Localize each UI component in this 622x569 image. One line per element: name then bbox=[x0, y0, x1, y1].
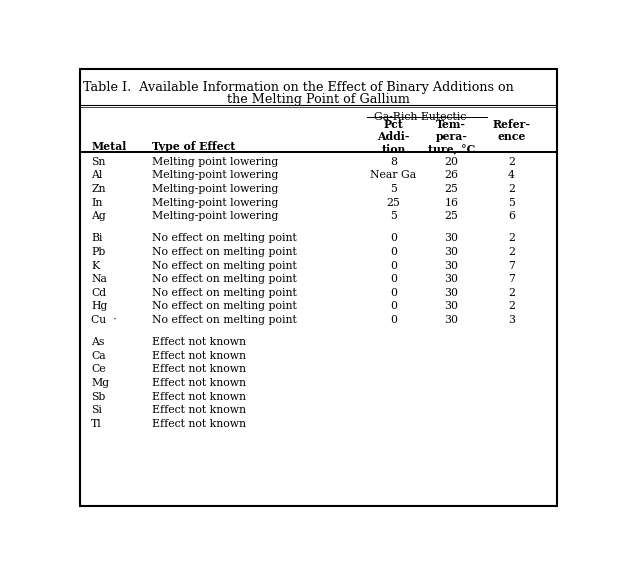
Text: 5: 5 bbox=[390, 211, 397, 221]
Text: 20: 20 bbox=[444, 157, 458, 167]
Text: Hg: Hg bbox=[91, 302, 108, 311]
Text: Type of Effect: Type of Effect bbox=[152, 141, 236, 151]
Text: Al: Al bbox=[91, 170, 103, 180]
Text: Effect not known: Effect not known bbox=[152, 337, 246, 347]
Text: 26: 26 bbox=[444, 170, 458, 180]
Text: Melting-point lowering: Melting-point lowering bbox=[152, 170, 279, 180]
Text: Effect not known: Effect not known bbox=[152, 351, 246, 361]
Text: 2: 2 bbox=[508, 184, 515, 194]
Text: 30: 30 bbox=[444, 302, 458, 311]
Text: 0: 0 bbox=[390, 274, 397, 284]
Text: 25: 25 bbox=[386, 197, 401, 208]
Text: Refer-
ence: Refer- ence bbox=[493, 119, 531, 142]
Text: 30: 30 bbox=[444, 247, 458, 257]
Text: Melting-point lowering: Melting-point lowering bbox=[152, 211, 279, 221]
Text: 8: 8 bbox=[390, 157, 397, 167]
Text: Near Ga: Near Ga bbox=[371, 170, 417, 180]
Text: Tem-
pera-
ture, °C: Tem- pera- ture, °C bbox=[428, 119, 475, 155]
Text: Effect not known: Effect not known bbox=[152, 365, 246, 374]
Text: Table I.  Available Information on the Effect of Binary Additions on: Table I. Available Information on the Ef… bbox=[83, 81, 513, 94]
Text: In: In bbox=[91, 197, 103, 208]
Text: 3: 3 bbox=[508, 315, 515, 325]
Text: No effect on melting point: No effect on melting point bbox=[152, 288, 297, 298]
Text: No effect on melting point: No effect on melting point bbox=[152, 315, 297, 325]
Text: 16: 16 bbox=[444, 197, 458, 208]
Text: Mg: Mg bbox=[91, 378, 109, 388]
Text: Na: Na bbox=[91, 274, 107, 284]
Text: Cd: Cd bbox=[91, 288, 106, 298]
Text: Zn: Zn bbox=[91, 184, 106, 194]
Text: Melting-point lowering: Melting-point lowering bbox=[152, 197, 279, 208]
Text: 0: 0 bbox=[390, 315, 397, 325]
Text: Bi: Bi bbox=[91, 233, 103, 244]
Text: 2: 2 bbox=[508, 157, 515, 167]
Text: Pct
Addi-
tion: Pct Addi- tion bbox=[377, 119, 410, 155]
Text: 2: 2 bbox=[508, 288, 515, 298]
Text: Effect not known: Effect not known bbox=[152, 405, 246, 415]
Text: 25: 25 bbox=[444, 184, 458, 194]
Text: K: K bbox=[91, 261, 100, 271]
Text: 0: 0 bbox=[390, 233, 397, 244]
Text: 5: 5 bbox=[390, 184, 397, 194]
Text: 2: 2 bbox=[508, 247, 515, 257]
Text: Ca: Ca bbox=[91, 351, 106, 361]
Text: Ga-Rich Eutectic: Ga-Rich Eutectic bbox=[374, 112, 466, 122]
Text: 4: 4 bbox=[508, 170, 515, 180]
Text: Melting point lowering: Melting point lowering bbox=[152, 157, 279, 167]
Text: Ag: Ag bbox=[91, 211, 106, 221]
Text: 0: 0 bbox=[390, 302, 397, 311]
Text: No effect on melting point: No effect on melting point bbox=[152, 261, 297, 271]
Text: 0: 0 bbox=[390, 247, 397, 257]
Text: Pb: Pb bbox=[91, 247, 106, 257]
Text: Melting-point lowering: Melting-point lowering bbox=[152, 184, 279, 194]
Text: 30: 30 bbox=[444, 315, 458, 325]
Text: No effect on melting point: No effect on melting point bbox=[152, 233, 297, 244]
Text: Sb: Sb bbox=[91, 391, 106, 402]
Text: the Melting Point of Gallium: the Melting Point of Gallium bbox=[227, 93, 411, 106]
Text: Metal: Metal bbox=[91, 141, 127, 151]
Text: 7: 7 bbox=[508, 274, 515, 284]
Text: No effect on melting point: No effect on melting point bbox=[152, 247, 297, 257]
Text: 0: 0 bbox=[390, 288, 397, 298]
Text: Ce: Ce bbox=[91, 365, 106, 374]
Text: Sn: Sn bbox=[91, 157, 106, 167]
Text: Effect not known: Effect not known bbox=[152, 419, 246, 429]
Text: Tl: Tl bbox=[91, 419, 102, 429]
Text: 0: 0 bbox=[390, 261, 397, 271]
Text: Cu  ·: Cu · bbox=[91, 315, 117, 325]
Text: 30: 30 bbox=[444, 233, 458, 244]
Text: Si: Si bbox=[91, 405, 102, 415]
Text: 2: 2 bbox=[508, 233, 515, 244]
Text: As: As bbox=[91, 337, 104, 347]
Text: Effect not known: Effect not known bbox=[152, 391, 246, 402]
Text: 25: 25 bbox=[444, 211, 458, 221]
Text: Effect not known: Effect not known bbox=[152, 378, 246, 388]
Text: 2: 2 bbox=[508, 302, 515, 311]
Text: 30: 30 bbox=[444, 274, 458, 284]
Text: No effect on melting point: No effect on melting point bbox=[152, 302, 297, 311]
Text: 30: 30 bbox=[444, 261, 458, 271]
Text: 5: 5 bbox=[508, 197, 515, 208]
Text: No effect on melting point: No effect on melting point bbox=[152, 274, 297, 284]
Text: 7: 7 bbox=[508, 261, 515, 271]
Text: 30: 30 bbox=[444, 288, 458, 298]
Text: 6: 6 bbox=[508, 211, 515, 221]
